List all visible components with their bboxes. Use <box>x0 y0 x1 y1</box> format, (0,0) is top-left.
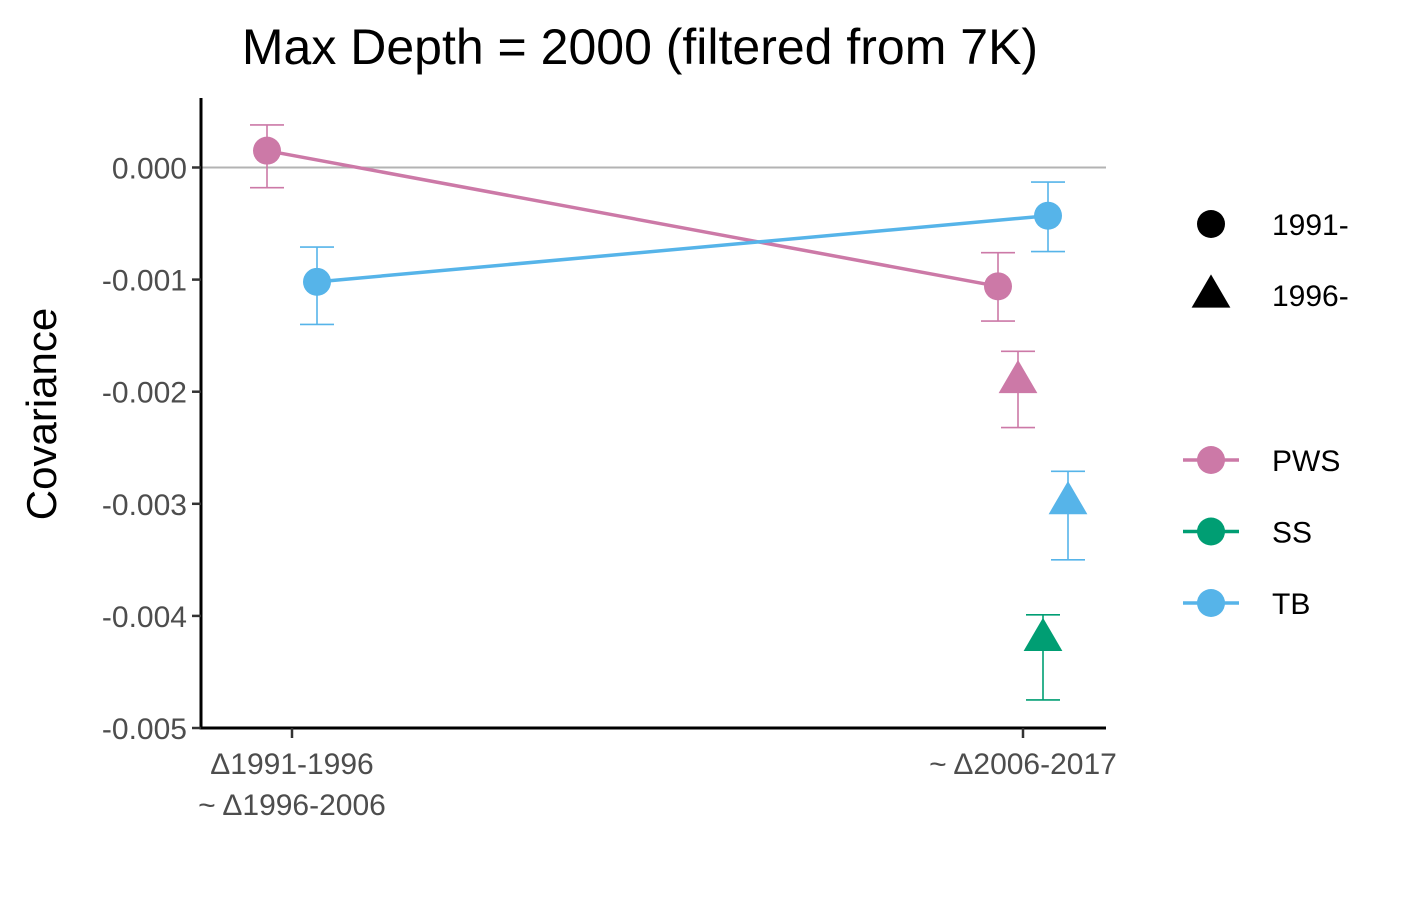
x-tick-label: ~ Δ2006-2017 <box>929 748 1117 781</box>
legend-label-tb: TB <box>1272 588 1310 621</box>
data-point-tb <box>1048 480 1088 515</box>
y-tick-label: -0.001 <box>102 265 187 298</box>
legend-key-point-tb <box>1197 589 1225 617</box>
y-axis-label: Covariance <box>18 308 65 520</box>
y-tick-label: -0.002 <box>102 377 187 410</box>
data-point-tb <box>303 267 331 296</box>
chart-title: Max Depth = 2000 (filtered from 7K) <box>242 19 1038 75</box>
y-tick-label: -0.004 <box>102 601 187 634</box>
legend-label: 1996- <box>1272 280 1349 313</box>
legend-label: 1991- <box>1272 209 1349 242</box>
legend-key-triangle <box>1191 274 1231 308</box>
y-tick-label: -0.005 <box>102 713 187 746</box>
data-point-ss <box>1023 617 1063 651</box>
x-tick-label: ~ Δ1996-2006 <box>198 789 386 822</box>
legend-key-circle <box>1197 210 1225 238</box>
data-point-pws <box>984 272 1012 301</box>
data-point-pws <box>253 136 281 165</box>
data-point-pws <box>998 359 1038 394</box>
legend-key-point-ss <box>1197 517 1225 546</box>
legend: 1991- 1996- PWS SS TB <box>1183 209 1349 621</box>
x-tick-label: Δ1991-1996 <box>210 748 374 781</box>
legend-label-ss: SS <box>1272 517 1312 550</box>
legend-label-pws: PWS <box>1272 445 1340 478</box>
legend-key-point-pws <box>1197 446 1225 474</box>
y-tick-label: 0.000 <box>112 153 187 186</box>
y-tick-label: -0.003 <box>102 489 187 522</box>
series-line-pws <box>266 148 999 289</box>
plot-area: 0.000 -0.001 -0.002 -0.003 -0.004 -0.005 Δ1991… <box>102 98 1117 822</box>
series-line-tb <box>316 213 1049 284</box>
data-point-tb <box>1034 201 1062 230</box>
